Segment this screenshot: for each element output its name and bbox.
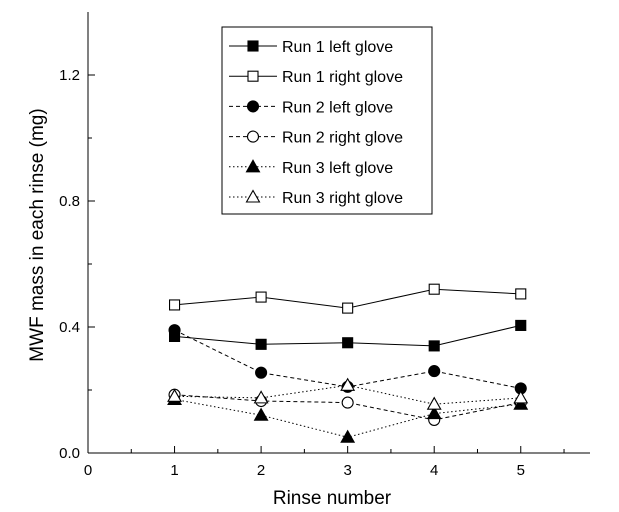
legend-marker	[245, 159, 261, 173]
series-6	[167, 377, 529, 410]
data-point	[340, 377, 356, 391]
data-point	[428, 340, 440, 352]
legend-marker	[246, 100, 260, 113]
data-point	[255, 338, 267, 350]
legend-marker	[247, 40, 259, 52]
legend: Run 1 left glove Run 1 right glove Run 2 l…	[221, 26, 433, 215]
series-2	[169, 283, 527, 314]
y-tick-label: 0.8	[59, 193, 80, 210]
data-point	[253, 407, 269, 421]
y-axis-title: MWF mass in each rinse (mg)	[27, 108, 48, 361]
y-tick-label: 0.0	[59, 445, 80, 462]
data-point	[342, 302, 354, 314]
data-point	[340, 429, 356, 443]
legend-marker	[246, 130, 260, 143]
x-tick-label: 5	[517, 462, 525, 479]
legend-box	[221, 26, 433, 215]
y-tick-label: 1.2	[59, 67, 80, 84]
data-point	[428, 283, 440, 295]
data-point	[255, 291, 267, 303]
x-axis-title: Rinse number	[273, 488, 392, 509]
data-point	[253, 390, 269, 404]
data-point	[515, 288, 527, 300]
data-point	[167, 388, 182, 402]
data-point	[426, 396, 442, 410]
legend-label: Run 1 left glove	[282, 39, 393, 56]
x-tick-label: 1	[170, 462, 178, 479]
axes: 0 1 2 3 4 5 0.0 0.4 0.8 1.2	[59, 12, 590, 479]
legend-label: Run 2 left glove	[282, 99, 393, 116]
legend-label: Run 1 right glove	[282, 69, 403, 86]
x-tick-label: 0	[84, 462, 92, 479]
data-point	[515, 319, 527, 331]
data-point	[255, 366, 268, 379]
series-layer	[167, 283, 529, 443]
data-point	[426, 406, 442, 420]
data-point	[428, 365, 441, 378]
y-tick-label: 0.4	[59, 319, 80, 336]
x-tick-label: 4	[430, 462, 438, 479]
x-tick-label: 2	[257, 462, 265, 479]
data-point	[342, 337, 354, 349]
series-line	[174, 394, 521, 421]
legend-label: Run 3 left glove	[282, 160, 393, 177]
legend-label: Run 2 right glove	[282, 130, 403, 147]
x-tick-label: 3	[343, 462, 351, 479]
data-point	[169, 299, 181, 311]
data-point	[168, 324, 181, 337]
data-point	[513, 390, 529, 404]
series-1	[169, 319, 527, 352]
legend-label: Run 3 right glove	[282, 190, 403, 207]
series-4	[168, 388, 527, 426]
legend-marker	[245, 189, 261, 203]
data-point	[341, 396, 354, 409]
legend-marker	[247, 70, 259, 82]
